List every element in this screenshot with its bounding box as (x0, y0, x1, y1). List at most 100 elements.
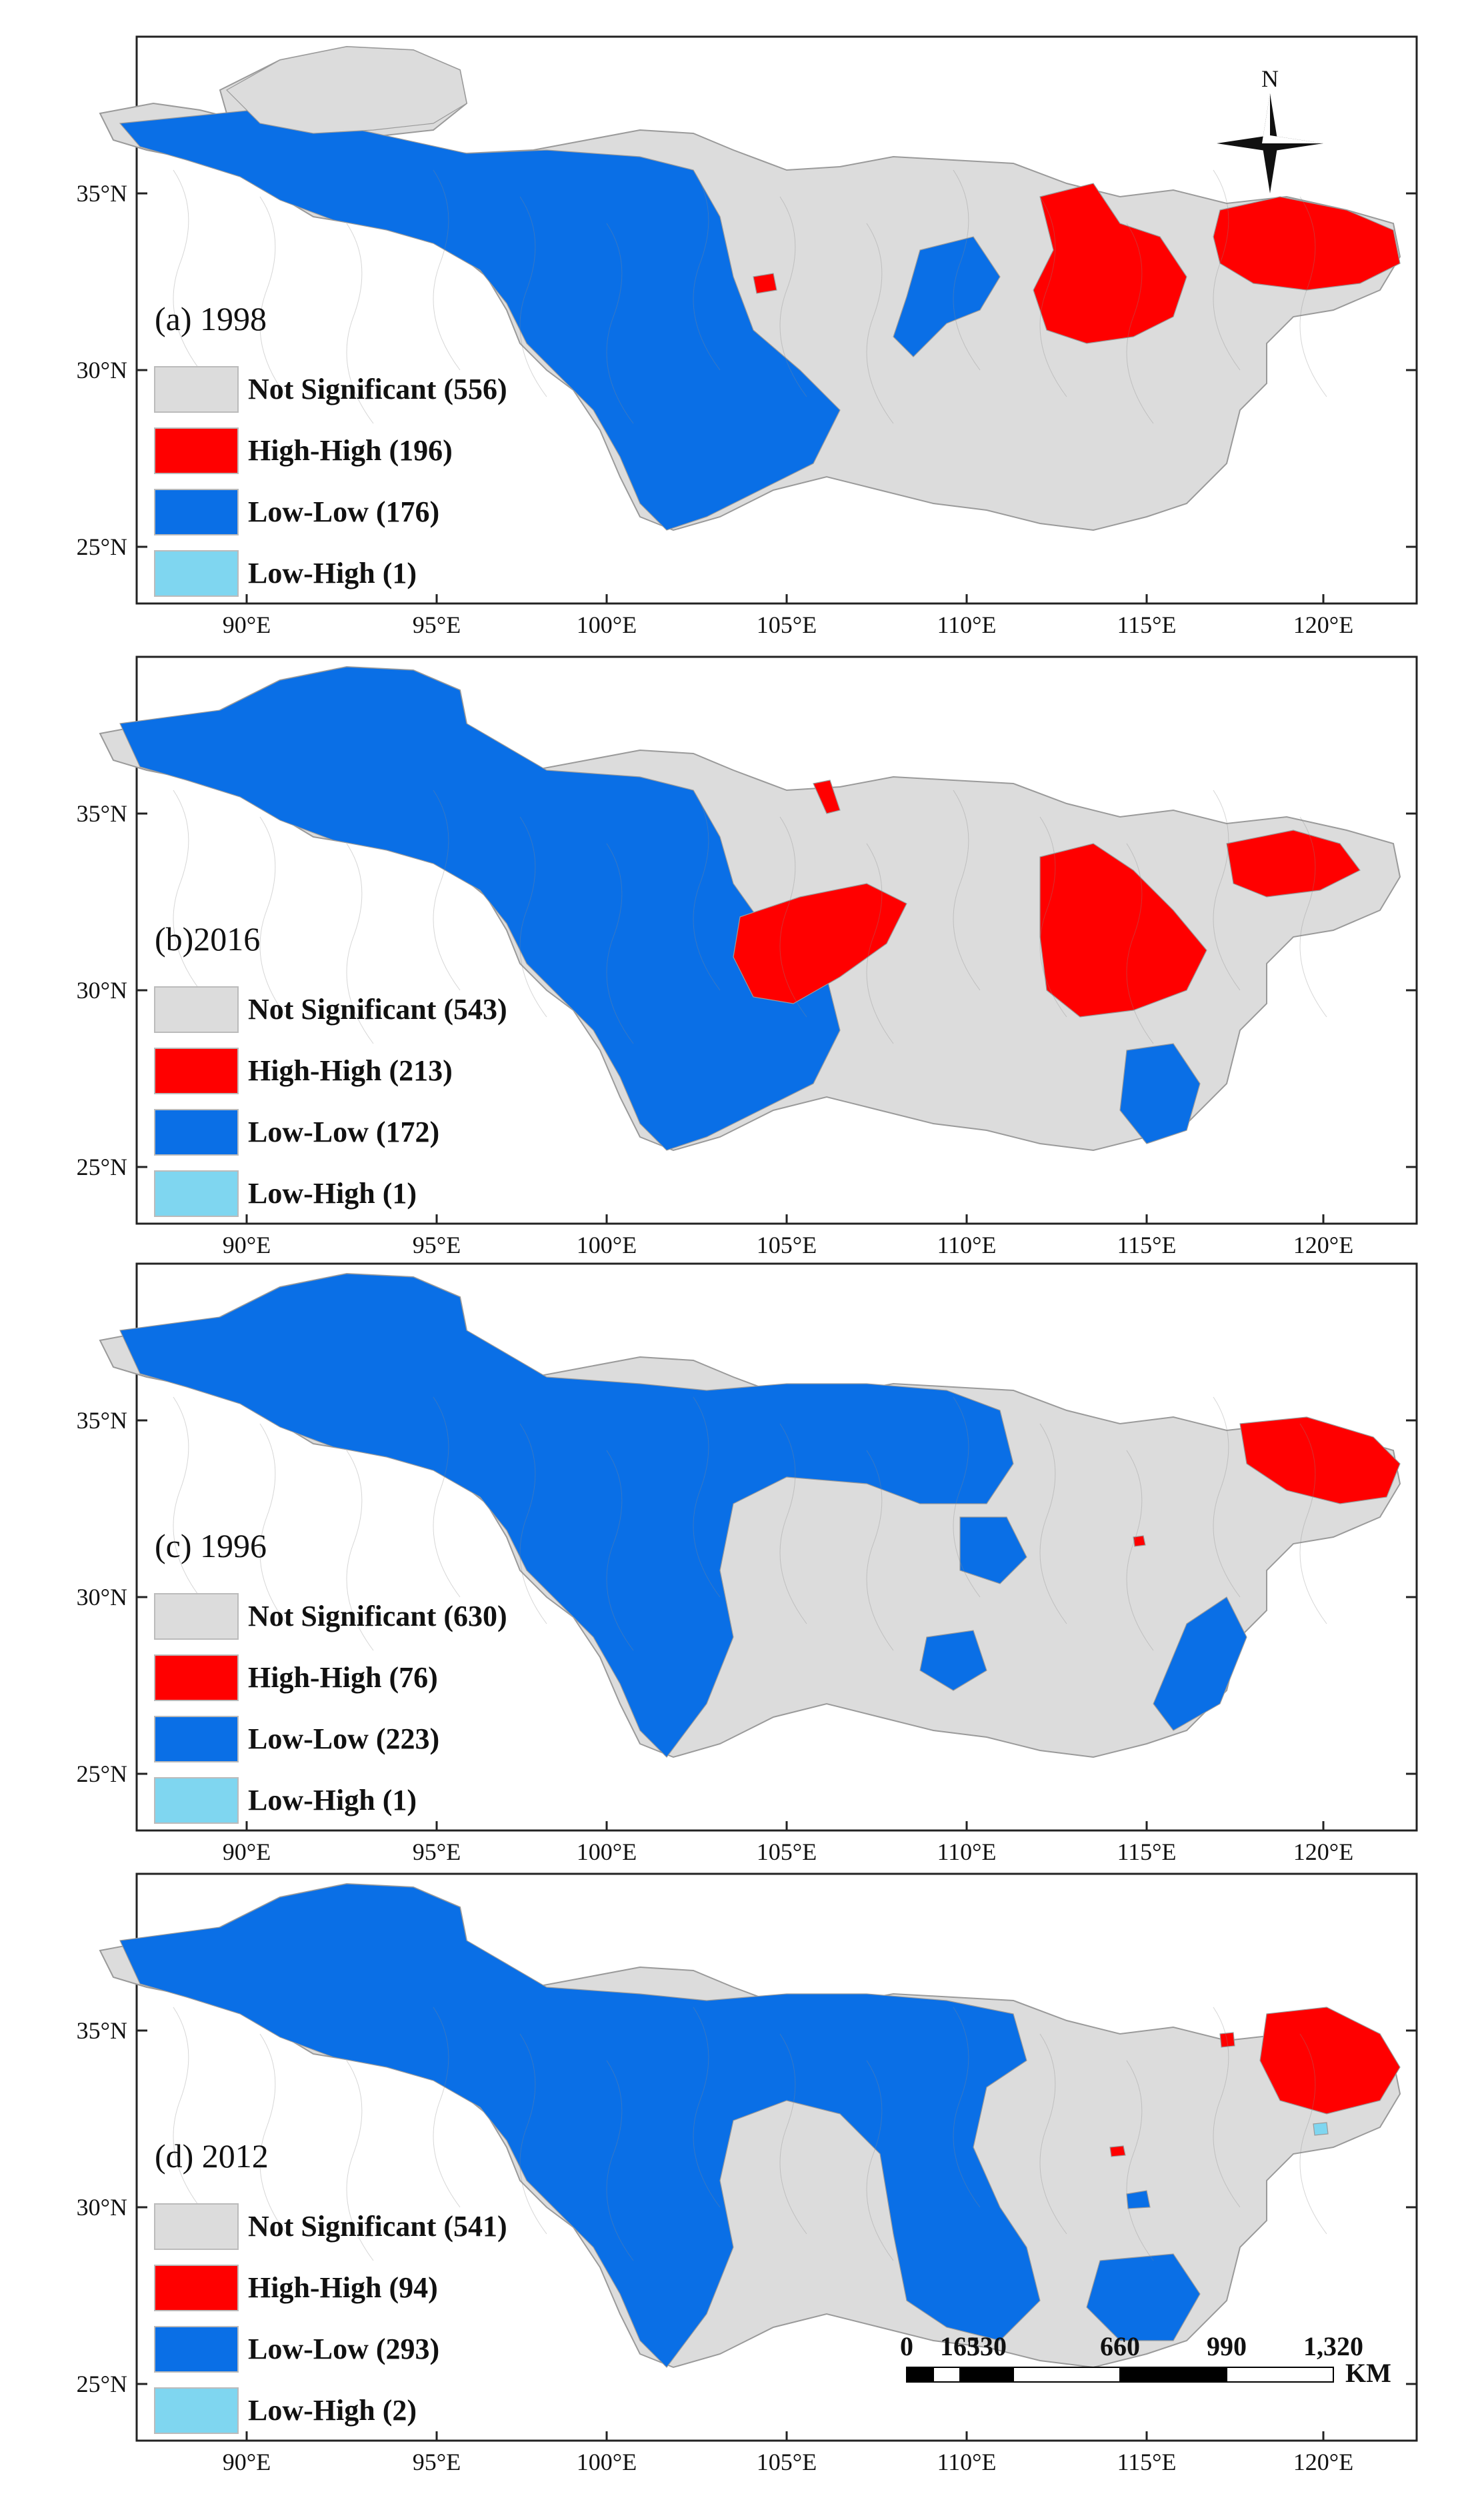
region-high-high-4 (1219, 2032, 1235, 2048)
map-panel-2: 90°E 95°E 100°E 105°E 110°E 115°E 120°E 35°N 30°… (77, 656, 1418, 1258)
region-low-low-0 (119, 1273, 1014, 1758)
lon-label: 105°E (757, 2449, 817, 2475)
legend-swatch-not-significant (154, 366, 239, 413)
legend-swatch-low-low (154, 1109, 239, 1156)
lon-label: 105°E (757, 1838, 817, 1865)
lon-label: 95°E (413, 1232, 461, 1258)
lat-label: 25°N (77, 2371, 127, 2397)
region-high-high-3 (1213, 196, 1401, 291)
panel-title: (b)2016 (155, 920, 260, 958)
legend-swatch-high-high (154, 427, 239, 474)
legend-label: High-High (196) (248, 434, 453, 467)
legend-swatch-low-high (154, 2387, 239, 2434)
lon-label: 105°E (757, 611, 817, 638)
lon-label: 115°E (1117, 2449, 1176, 2475)
region-high-high-4 (1239, 1416, 1401, 1504)
scale-label: 330 (967, 2331, 1007, 2361)
map-content (99, 1273, 1401, 1758)
legend-swatch-high-high (154, 2265, 239, 2311)
lat-label: 30°N (77, 1584, 127, 1610)
lon-label: 105°E (757, 1232, 817, 1258)
lon-label: 115°E (1117, 1232, 1176, 1258)
map-content (99, 666, 1401, 1151)
legend-label: Low-Low (223) (248, 1722, 439, 1755)
legend-swatch-low-high (154, 1170, 239, 1217)
lat-label: 35°N (77, 1407, 127, 1434)
legend-swatch-not-significant (154, 2203, 239, 2250)
region-high-high-5 (1133, 1535, 1146, 1547)
lon-label: 95°E (413, 1838, 461, 1865)
lon-label: 100°E (577, 1232, 637, 1258)
region-low-low-0 (119, 109, 841, 531)
region-low-low-2 (919, 1630, 987, 1691)
legend-label: High-High (94) (248, 2271, 438, 2304)
scale-label: 990 (1207, 2331, 1247, 2361)
scale-label: 1,320 (1303, 2331, 1363, 2361)
lon-label: 115°E (1117, 1838, 1176, 1865)
map-content (99, 46, 1401, 531)
lat-label: 25°N (77, 533, 127, 560)
region-low-low-1 (959, 1516, 1027, 1584)
lon-label: 100°E (577, 2449, 637, 2475)
lat-label: 30°N (77, 977, 127, 1004)
region-high-high-2 (1033, 183, 1187, 344)
north-arrow-icon: N (1217, 65, 1323, 193)
legend-swatch-low-low (154, 1716, 239, 1762)
legend-label: High-High (76) (248, 1661, 438, 1694)
lon-label: 90°E (223, 1232, 271, 1258)
map-content (99, 1883, 1401, 2368)
scale-label: 660 (1100, 2331, 1140, 2361)
scale-unit: KM (1345, 2358, 1391, 2388)
lon-label: 100°E (577, 611, 637, 638)
region-high-high-2 (1039, 843, 1207, 1018)
region-high-high-4 (813, 780, 841, 814)
lon-label: 120°E (1293, 611, 1353, 638)
legend-label: Not Significant (556) (248, 373, 507, 405)
region-low-low-1 (893, 236, 1001, 357)
lat-label: 25°N (77, 1760, 127, 1787)
legend-swatch-not-significant (154, 986, 239, 1033)
lon-label: 120°E (1293, 1232, 1353, 1258)
lon-label: 110°E (937, 2449, 996, 2475)
region-high-high-5 (1109, 2145, 1126, 2157)
legend-swatch-low-low (154, 489, 239, 535)
legend-label: Low-High (1) (248, 1784, 417, 1816)
lon-label: 95°E (413, 611, 461, 638)
lon-label: 90°E (223, 1838, 271, 1865)
legend-label: Not Significant (543) (248, 993, 507, 1026)
legend-label: Low-Low (293) (248, 2333, 439, 2365)
lon-label: 110°E (937, 611, 996, 638)
lon-label: 90°E (223, 611, 271, 638)
legend-swatch-low-low (154, 2326, 239, 2373)
lat-label: 35°N (77, 800, 127, 827)
lat-label: 30°N (77, 2194, 127, 2221)
lat-label: 25°N (77, 1154, 127, 1180)
lon-label: 120°E (1293, 1838, 1353, 1865)
region-high-high-3 (1259, 2007, 1401, 2115)
legend-label: Not Significant (541) (248, 2210, 507, 2243)
legend-label: High-High (213) (248, 1054, 453, 1087)
lon-label: 115°E (1117, 611, 1176, 638)
lat-label: 30°N (77, 357, 127, 383)
scale-label: 165 (940, 2331, 980, 2361)
region-high-high-1 (733, 883, 907, 1004)
lat-label: 35°N (77, 2017, 127, 2044)
lon-label: 100°E (577, 1838, 637, 1865)
region-high-high-4 (753, 273, 777, 294)
region-low-high-6 (1313, 2122, 1329, 2136)
map-panel-3: 90°E 95°E 100°E 105°E 110°E 115°E 120°E 35°N 30°… (77, 1262, 1418, 1865)
region-low-low-1 (1086, 2253, 1201, 2341)
region-low-low-3 (1153, 1596, 1247, 1731)
region-high-high-3 (1226, 830, 1361, 898)
region-not-significant-5 (226, 46, 467, 134)
legend-swatch-not-significant (154, 1593, 239, 1640)
lat-label: 35°N (77, 180, 127, 207)
panel-title: (a) 1998 (155, 300, 267, 337)
region-low-low-0 (119, 666, 841, 1151)
region-low-low-5 (1119, 1043, 1201, 1144)
lon-label: 95°E (413, 2449, 461, 2475)
lon-label: 110°E (937, 1232, 996, 1258)
lon-label: 110°E (937, 1838, 996, 1865)
